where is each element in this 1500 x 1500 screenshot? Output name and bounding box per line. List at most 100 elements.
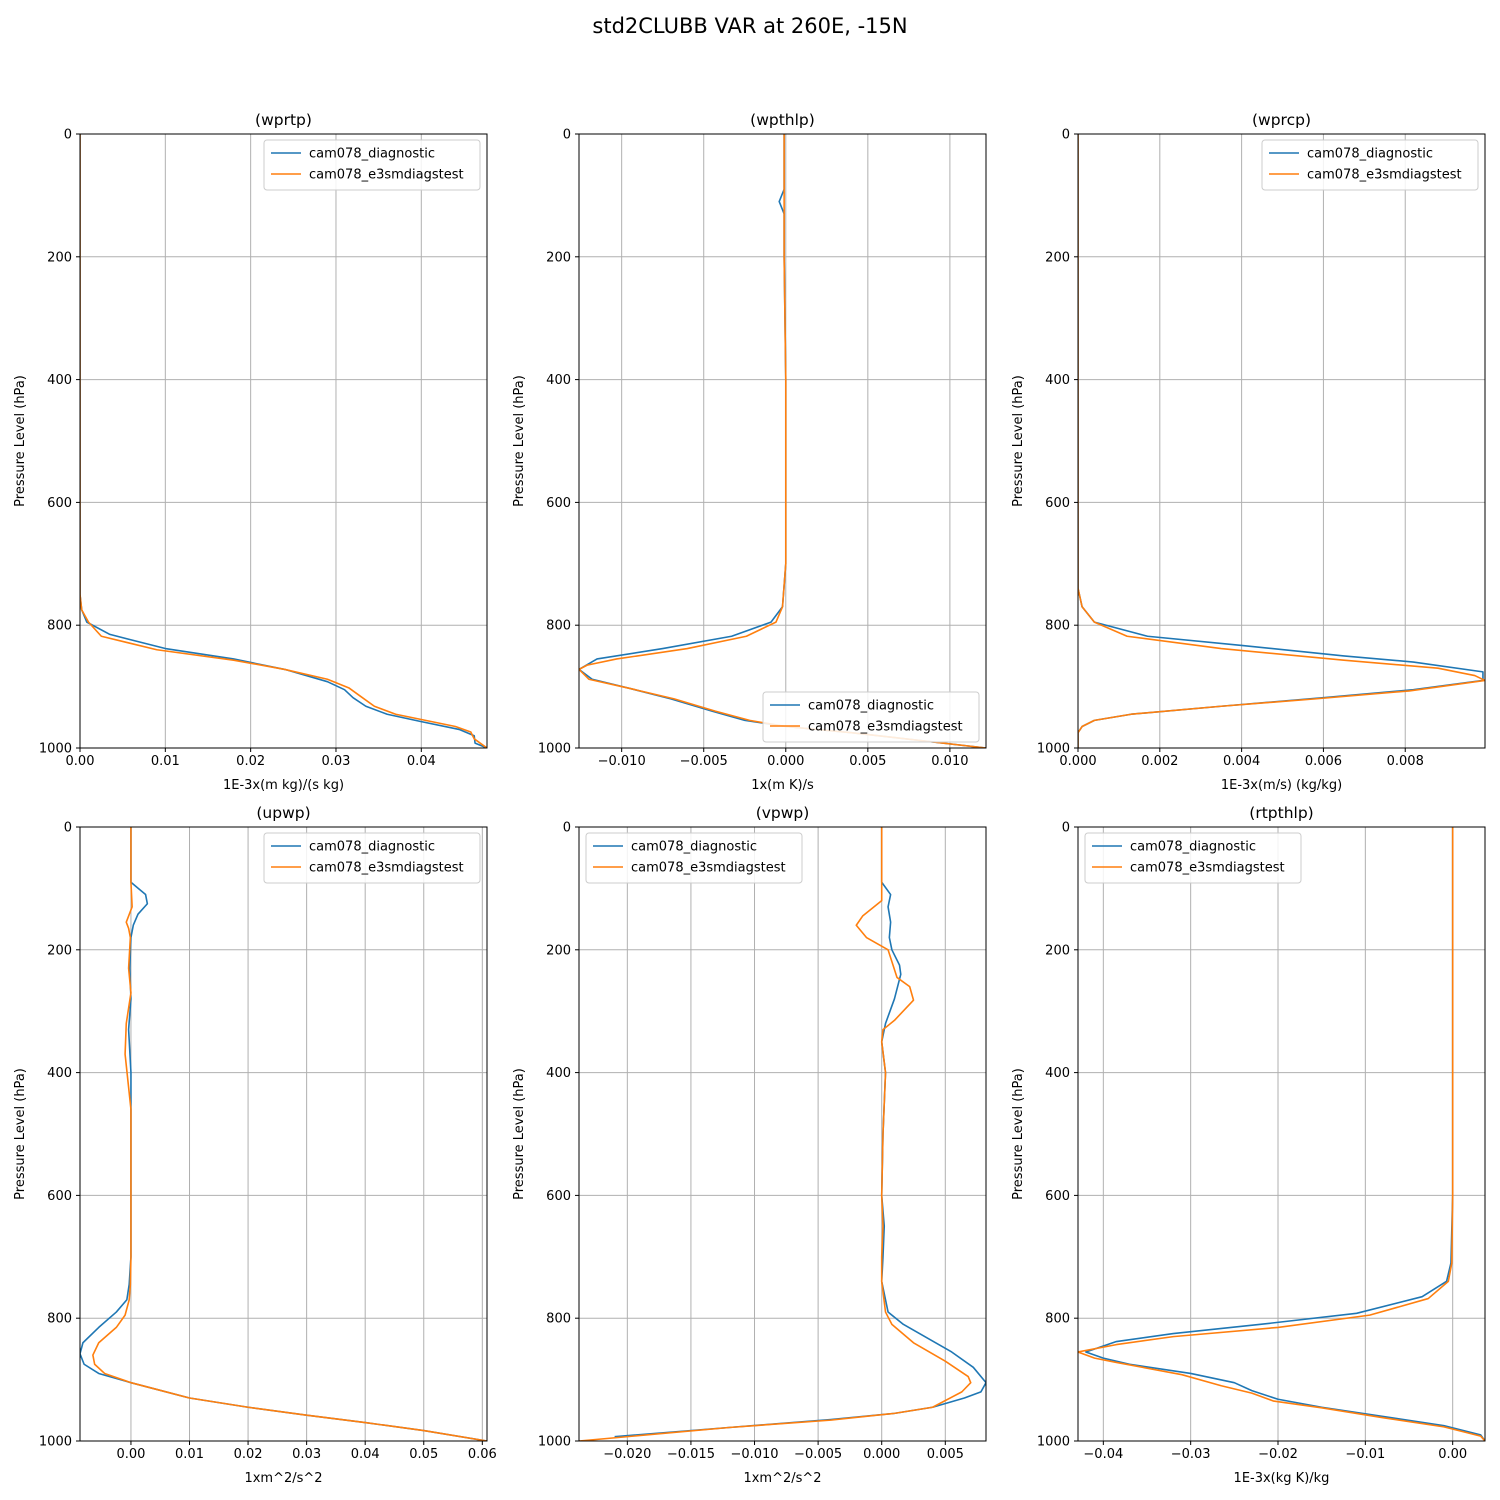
legend-label: cam078_e3smdiagstest [631,861,786,876]
y-tick-label: 0 [563,128,571,143]
panel-title: (wprtp) [255,111,312,129]
y-tick-label: 600 [1045,1189,1070,1204]
chart-panel-0: 0.00 0.01 0.02 0.03 0.04 0 200 400 600 800 1000 (wp… [13,111,488,793]
y-tick-label: 1000 [538,1435,571,1450]
x-tick-label: −0.03 [1171,1447,1211,1462]
plot-frame [79,826,488,1442]
x-tick-label: 0.02 [234,1447,263,1462]
panel-title: (rtpthlp) [1249,804,1313,822]
plot-frame [578,133,987,749]
legend-label: cam078_e3smdiagstest [1307,168,1462,183]
y-axis-label: Pressure Level (hPa) [1011,1068,1026,1200]
y-tick-label: 400 [47,1066,72,1081]
legend-box [585,832,803,884]
legend-label: cam078_diagnostic [631,840,757,855]
series-line-cam078_e3smdiagstest [80,134,487,748]
chart-panel-5: −0.04 −0.03 −0.02 −0.01 0.00 0 200 400 600 800 100… [1011,804,1486,1486]
x-tick-label: −0.01 [1345,1447,1385,1462]
x-tick-label: 0.010 [931,754,968,769]
legend-label: cam078_diagnostic [1130,840,1256,855]
figure-title: std2CLUBB VAR at 260E, -15N [592,14,908,38]
x-tick-label: −0.010 [598,754,646,769]
legend-label: cam078_e3smdiagstest [309,861,464,876]
y-tick-label: 800 [546,619,571,634]
x-tick-label: 0.005 [927,1447,964,1462]
x-tick-label: 0.00 [116,1447,145,1462]
y-tick-label: 0 [64,821,72,836]
x-tick-label: 0.04 [351,1447,380,1462]
y-axis-label: Pressure Level (hPa) [13,1068,28,1200]
legend-box [1261,139,1479,191]
y-tick-label: 400 [1045,1066,1070,1081]
y-tick-label: 1000 [1037,1435,1070,1450]
x-tick-label: 0.005 [849,754,886,769]
plot-frame [1077,826,1486,1442]
x-axis-label: 1E-3x(m kg)/(s kg) [223,778,344,793]
legend-label: cam078_diagnostic [808,699,934,714]
y-tick-label: 800 [546,1312,571,1327]
y-tick-label: 200 [1045,943,1070,958]
y-tick-label: 200 [47,250,72,265]
plot-frame [79,133,488,749]
legend-box [263,832,481,884]
y-tick-label: 1000 [39,742,72,757]
x-tick-label: −0.02 [1258,1447,1298,1462]
x-axis-label: 1x(m K)/s [751,778,814,793]
y-tick-label: 400 [47,373,72,388]
x-axis-label: 1E-3x(m/s) (kg/kg) [1221,778,1342,793]
legend: cam078_diagnostic cam078_e3smdiagstest [762,691,980,743]
y-tick-label: 800 [1045,1312,1070,1327]
x-tick-label: 0.01 [151,754,180,769]
legend: cam078_diagnostic cam078_e3smdiagstest [1084,832,1302,884]
y-tick-label: 800 [47,1312,72,1327]
x-tick-label: 0.06 [468,1447,497,1462]
series-line-cam078_diagnostic [80,827,487,1441]
y-tick-label: 600 [546,1189,571,1204]
x-tick-label: 0.03 [292,1447,321,1462]
y-axis-label: Pressure Level (hPa) [512,1068,527,1200]
x-tick-label: 0.05 [409,1447,438,1462]
series-line-cam078_diagnostic [1085,827,1485,1441]
y-tick-label: 1000 [1037,742,1070,757]
x-axis-label: 1xm^2/s^2 [244,1471,322,1486]
y-tick-label: 200 [546,250,571,265]
x-tick-label: 0.02 [236,754,265,769]
plot-frame [578,826,987,1442]
legend-box [1084,832,1302,884]
y-axis-label: Pressure Level (hPa) [1011,375,1026,507]
y-tick-label: 400 [1045,373,1070,388]
x-tick-label: −0.010 [730,1447,778,1462]
series-line-cam078_diagnostic [1078,134,1484,748]
y-tick-label: 600 [1045,496,1070,511]
legend-label: cam078_e3smdiagstest [808,720,963,735]
x-axis-label: 1E-3x(kg K)/kg [1234,1471,1330,1486]
panel-title: (vpwp) [756,804,810,822]
x-axis-label: 1xm^2/s^2 [743,1471,821,1486]
y-tick-label: 200 [546,943,571,958]
x-tick-label: −0.005 [794,1447,842,1462]
x-tick-label: 0.000 [767,754,804,769]
legend-box [762,691,980,743]
y-axis-label: Pressure Level (hPa) [13,375,28,507]
legend: cam078_diagnostic cam078_e3smdiagstest [1261,139,1479,191]
y-tick-label: 600 [546,496,571,511]
x-tick-label: −0.020 [603,1447,651,1462]
x-tick-label: 0.04 [407,754,436,769]
y-tick-label: 0 [64,128,72,143]
legend-box [263,139,481,191]
chart-panel-4: −0.020 −0.015 −0.010 −0.005 0.000 0.005 0 200 40… [512,804,987,1486]
series-line-cam078_e3smdiagstest [92,827,487,1441]
x-tick-label: 0.008 [1387,754,1424,769]
y-tick-label: 0 [563,821,571,836]
x-tick-label: −0.005 [680,754,728,769]
panel-title: (wpthlp) [750,111,815,129]
x-tick-label: 0.004 [1223,754,1260,769]
x-tick-label: 0.006 [1305,754,1342,769]
x-tick-label: −0.04 [1083,1447,1123,1462]
x-tick-label: 0.002 [1141,754,1178,769]
chart-panel-1: −0.010 −0.005 0.000 0.005 0.010 0 200 400 600 800… [512,111,987,793]
legend-label: cam078_diagnostic [1307,147,1433,162]
x-tick-label: 0.000 [863,1447,900,1462]
chart-panel-3: 0.00 0.01 0.02 0.03 0.04 0.05 0.06 0 200 400 600 80… [13,804,497,1486]
